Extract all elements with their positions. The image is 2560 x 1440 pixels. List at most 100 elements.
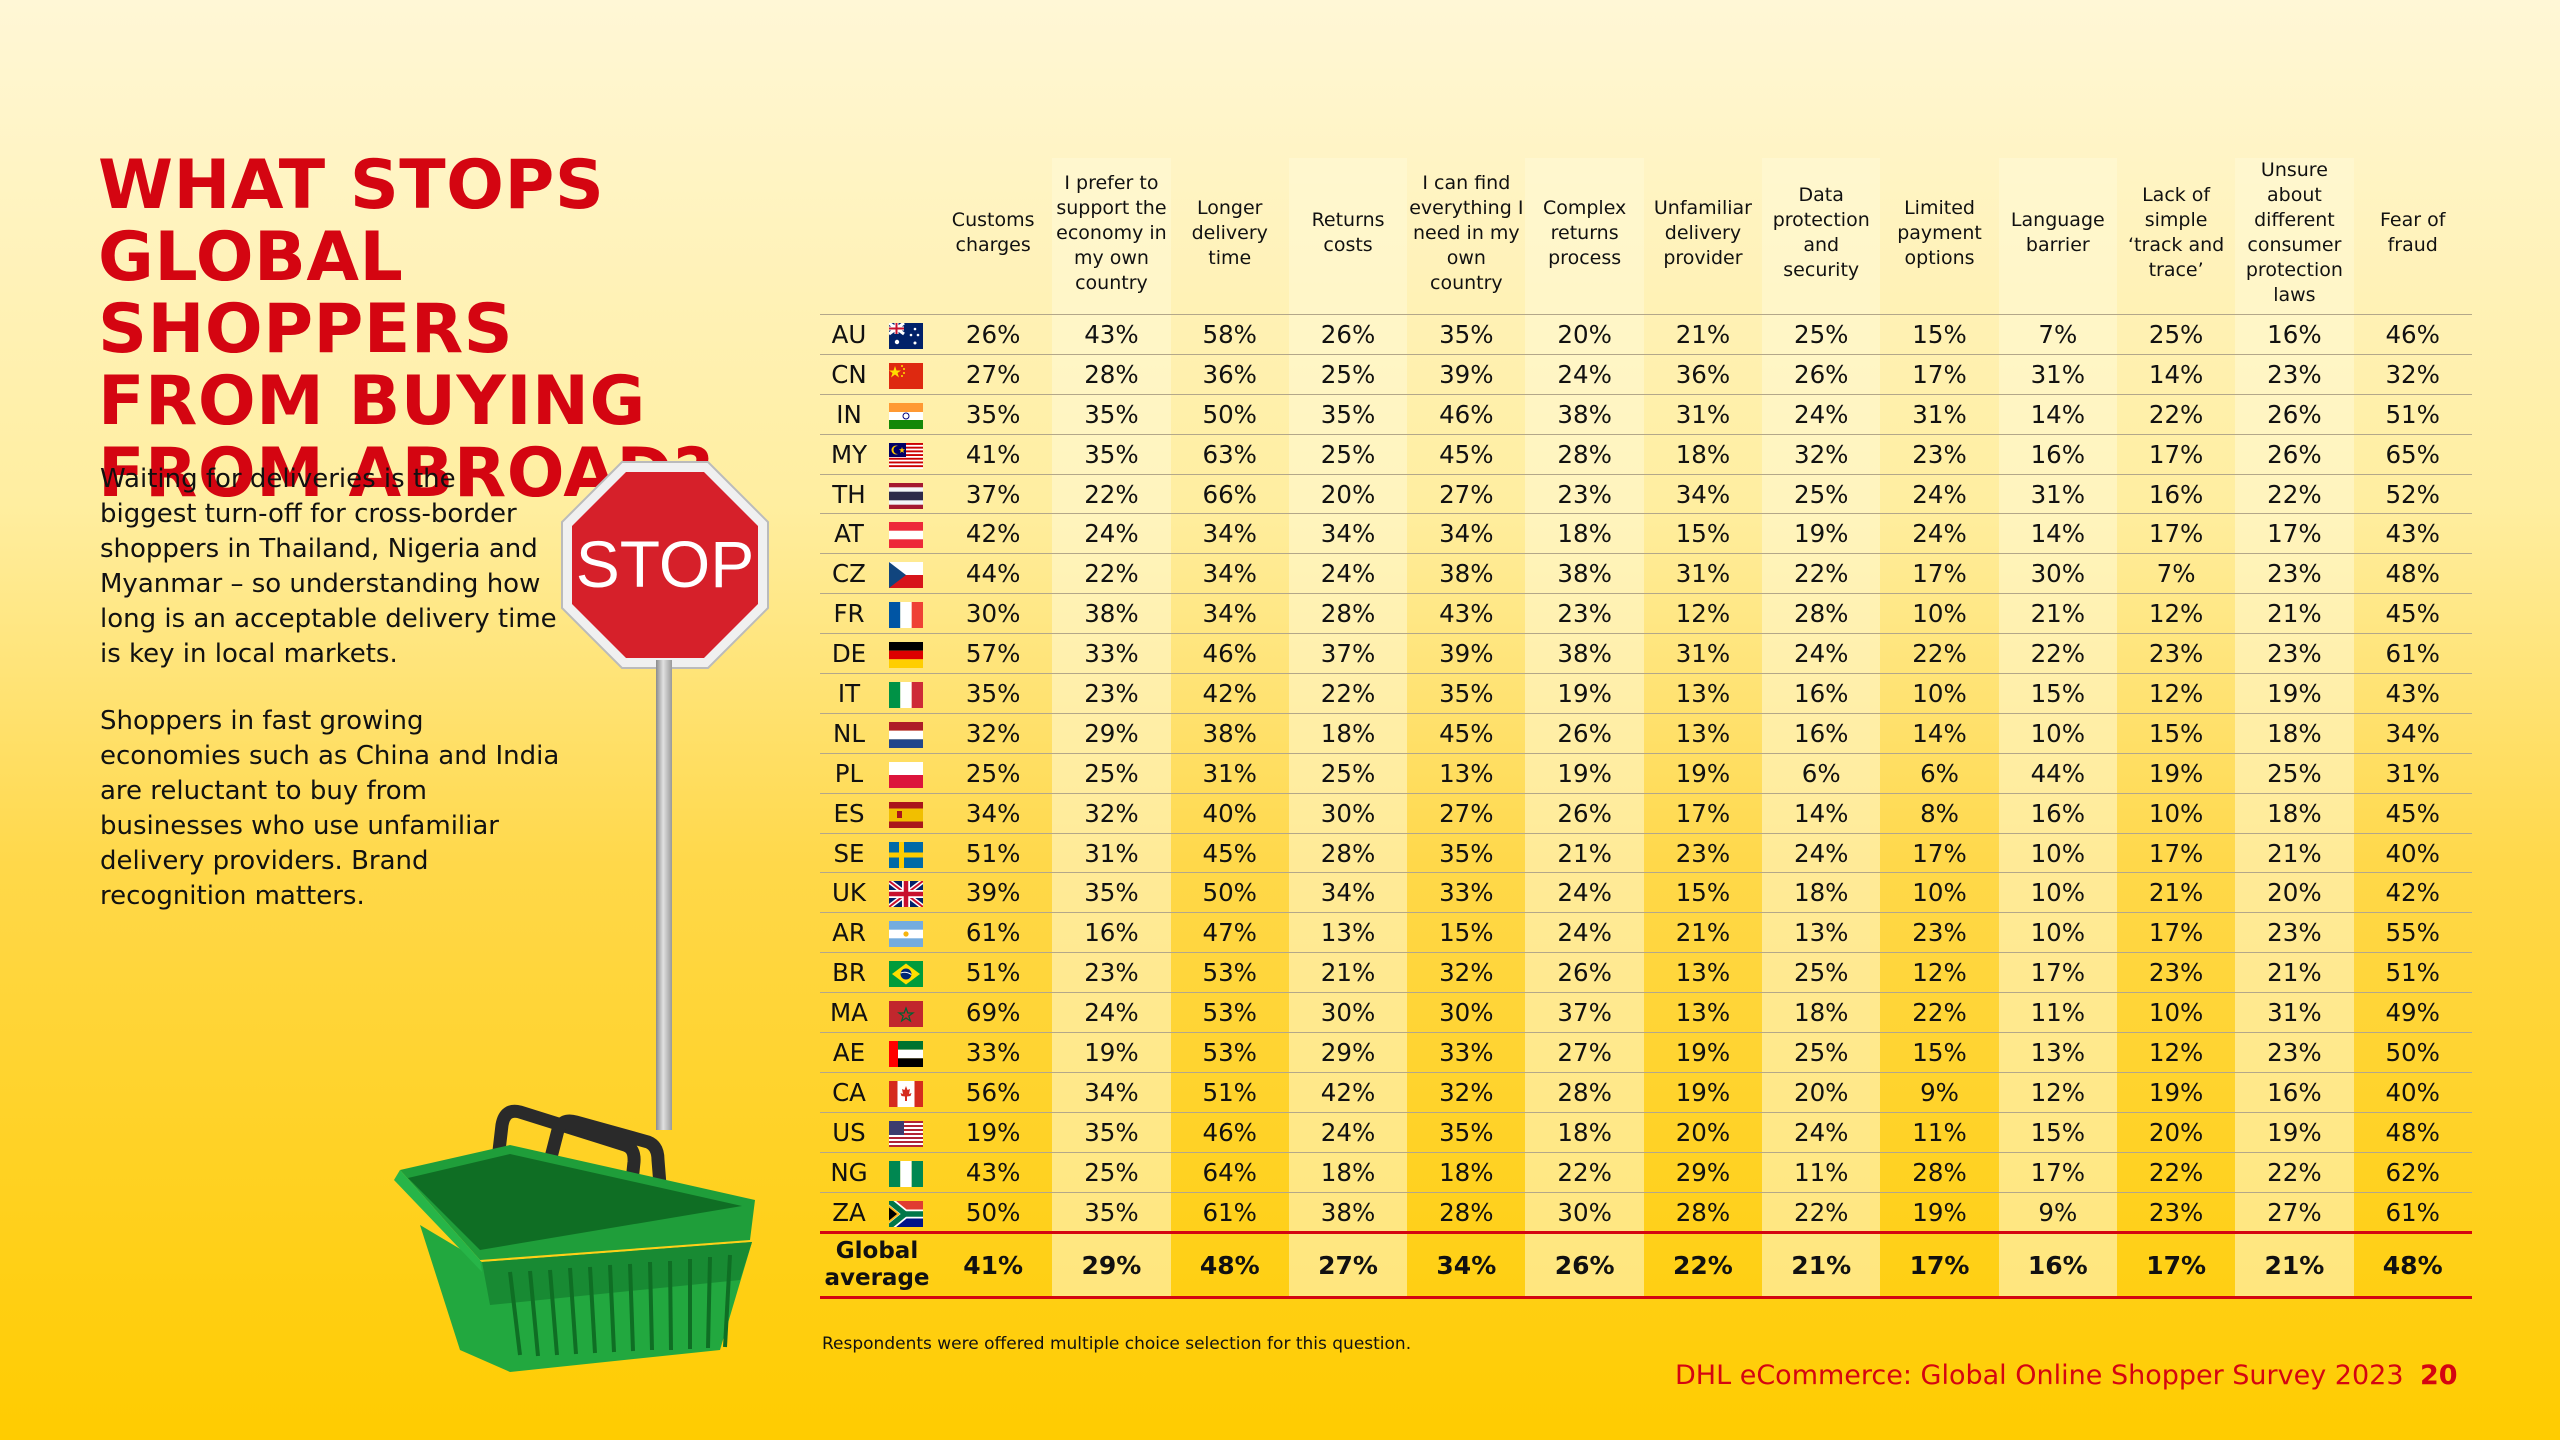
table-cell: 36%	[1170, 353, 1289, 395]
table-cell: 11%	[1998, 992, 2117, 1033]
table-cell: 23%	[1880, 912, 1999, 953]
title-line: WHAT STOPS	[98, 146, 605, 225]
table-cell: 8%	[1880, 792, 1999, 834]
table-cell: 19%	[2116, 1071, 2236, 1113]
table-cell: 48%	[2353, 1111, 2472, 1153]
table-row: UK 39% 35% 50% 34% 33% 24% 15% 18% 10% 10% 21% 20% 42…	[820, 872, 2472, 913]
table-cell: 17%	[2116, 433, 2236, 475]
table-cell: 18%	[1525, 1111, 1644, 1153]
table-cell: 33%	[934, 1032, 1053, 1073]
table-cell: 20%	[1762, 1071, 1881, 1113]
stop-sign-icon: STOP	[561, 461, 769, 669]
table-cell: 16%	[2235, 314, 2354, 355]
table-cell: 14%	[1762, 792, 1881, 834]
table-cell: 23%	[2235, 353, 2354, 395]
average-cell: 22%	[1643, 1231, 1763, 1300]
column-header: Longer delivery time	[1191, 196, 1268, 269]
spain-flag-icon	[889, 801, 923, 828]
table-cell: 58%	[1170, 314, 1289, 355]
table-cell: 6%	[1880, 752, 1999, 794]
flag-cell	[878, 872, 934, 913]
table-cell: 35%	[1052, 1191, 1171, 1233]
table-cell: 10%	[1998, 832, 2117, 873]
table-cell: 25%	[1762, 952, 1881, 993]
table-cell: 28%	[1288, 832, 1408, 873]
table-cell: 25%	[1762, 314, 1881, 355]
flag-cell	[878, 1032, 934, 1073]
table-row: DE 57% 33% 46% 37% 39% 38% 31% 24% 22% 22% 23% 23% 61…	[820, 633, 2472, 674]
table-cell: 22%	[1880, 992, 1999, 1033]
table-cell: 29%	[1288, 1032, 1408, 1073]
table-row: MA 69% 24% 53% 30% 30% 37% 13% 18% 22% 11% 10% 31% 49…	[820, 992, 2472, 1033]
country-code: BR	[820, 952, 878, 993]
flag-cell	[878, 1191, 934, 1233]
table-cell: 43%	[2353, 673, 2472, 714]
table-cell: 19%	[934, 1111, 1053, 1153]
table-cell: 39%	[1407, 353, 1526, 395]
table-cell: 24%	[1288, 1111, 1408, 1153]
table-cell: 38%	[1525, 633, 1644, 674]
table-cell: 16%	[1998, 433, 2117, 475]
table-row: FR 30% 38% 34% 28% 43% 23% 12% 28% 10% 21% 12% 21% 45…	[820, 593, 2472, 634]
table-cell: 24%	[1525, 912, 1644, 953]
table-cell: 21%	[2235, 952, 2354, 993]
table-cell: 34%	[934, 792, 1053, 834]
table-cell: 27%	[2235, 1191, 2354, 1233]
table-cell: 30%	[1525, 1191, 1644, 1233]
global-average-row: Global average 41% 29% 48% 27% 34% 26% 22% 21% 17%…	[820, 1231, 2472, 1300]
table-cell: 22%	[2116, 1151, 2236, 1193]
table-cell: 19%	[1762, 513, 1881, 554]
table-cell: 12%	[2116, 1032, 2236, 1073]
table-cell: 18%	[1288, 712, 1408, 754]
table-cell: 24%	[1762, 832, 1881, 873]
country-code: PL	[820, 752, 878, 794]
table-cell: 41%	[934, 433, 1053, 475]
table-cell: 18%	[1762, 992, 1881, 1033]
table-cell: 63%	[1170, 433, 1289, 475]
table-cell: 20%	[1288, 473, 1408, 514]
avg-label-line: Global	[835, 1238, 919, 1265]
average-cell: 27%	[1288, 1231, 1408, 1300]
flag-cell	[878, 952, 934, 993]
country-code: CZ	[820, 553, 878, 594]
table-cell: 24%	[1762, 393, 1881, 435]
footnote: Respondents were offered multiple choice…	[822, 1334, 1412, 1354]
flag-cell	[878, 712, 934, 754]
average-cell: 21%	[2235, 1231, 2354, 1300]
shopping-basket-icon	[394, 1104, 755, 1372]
table-cell: 35%	[1407, 673, 1526, 714]
table-cell: 9%	[1998, 1191, 2117, 1233]
table-cell: 51%	[1170, 1071, 1289, 1113]
table-cell: 11%	[1762, 1151, 1881, 1193]
table-cell: 31%	[1880, 393, 1999, 435]
table-cell: 24%	[1525, 353, 1644, 395]
table-cell: 23%	[1052, 673, 1171, 714]
table-cell: 40%	[2353, 832, 2472, 873]
table-cell: 28%	[1288, 593, 1408, 634]
table-cell: 32%	[1052, 792, 1171, 834]
country-code: NL	[820, 712, 878, 754]
table-cell: 36%	[1643, 353, 1763, 395]
column-header: Lack of simple ‘track and trace’	[2128, 184, 2225, 281]
country-code: ZA	[820, 1191, 878, 1233]
table-cell: 27%	[1407, 473, 1526, 514]
table-cell: 16%	[1762, 712, 1881, 754]
flag-cell	[878, 1151, 934, 1193]
table-cell: 30%	[1998, 553, 2117, 594]
table-cell: 10%	[2116, 992, 2236, 1033]
table-cell: 51%	[2353, 952, 2472, 993]
table-cell: 20%	[2235, 872, 2354, 913]
country-code: CN	[820, 353, 878, 395]
table-cell: 22%	[1880, 633, 1999, 674]
table-cell: 17%	[2235, 513, 2354, 554]
table-cell: 32%	[1407, 1071, 1526, 1113]
table-cell: 45%	[1407, 712, 1526, 754]
table-cell: 22%	[1762, 553, 1881, 594]
table-cell: 46%	[2353, 314, 2472, 355]
intro-paragraph: Waiting for deliveries is the biggest tu…	[100, 464, 557, 669]
column-header: Limited payment options	[1897, 196, 1982, 269]
country-code: IT	[820, 673, 878, 714]
table-cell: 15%	[1643, 513, 1763, 554]
table-row: IN 35% 35% 50% 35% 46% 38% 31% 24% 31% 14% 22% 26% 51…	[820, 393, 2472, 435]
flag-cell	[878, 393, 934, 435]
